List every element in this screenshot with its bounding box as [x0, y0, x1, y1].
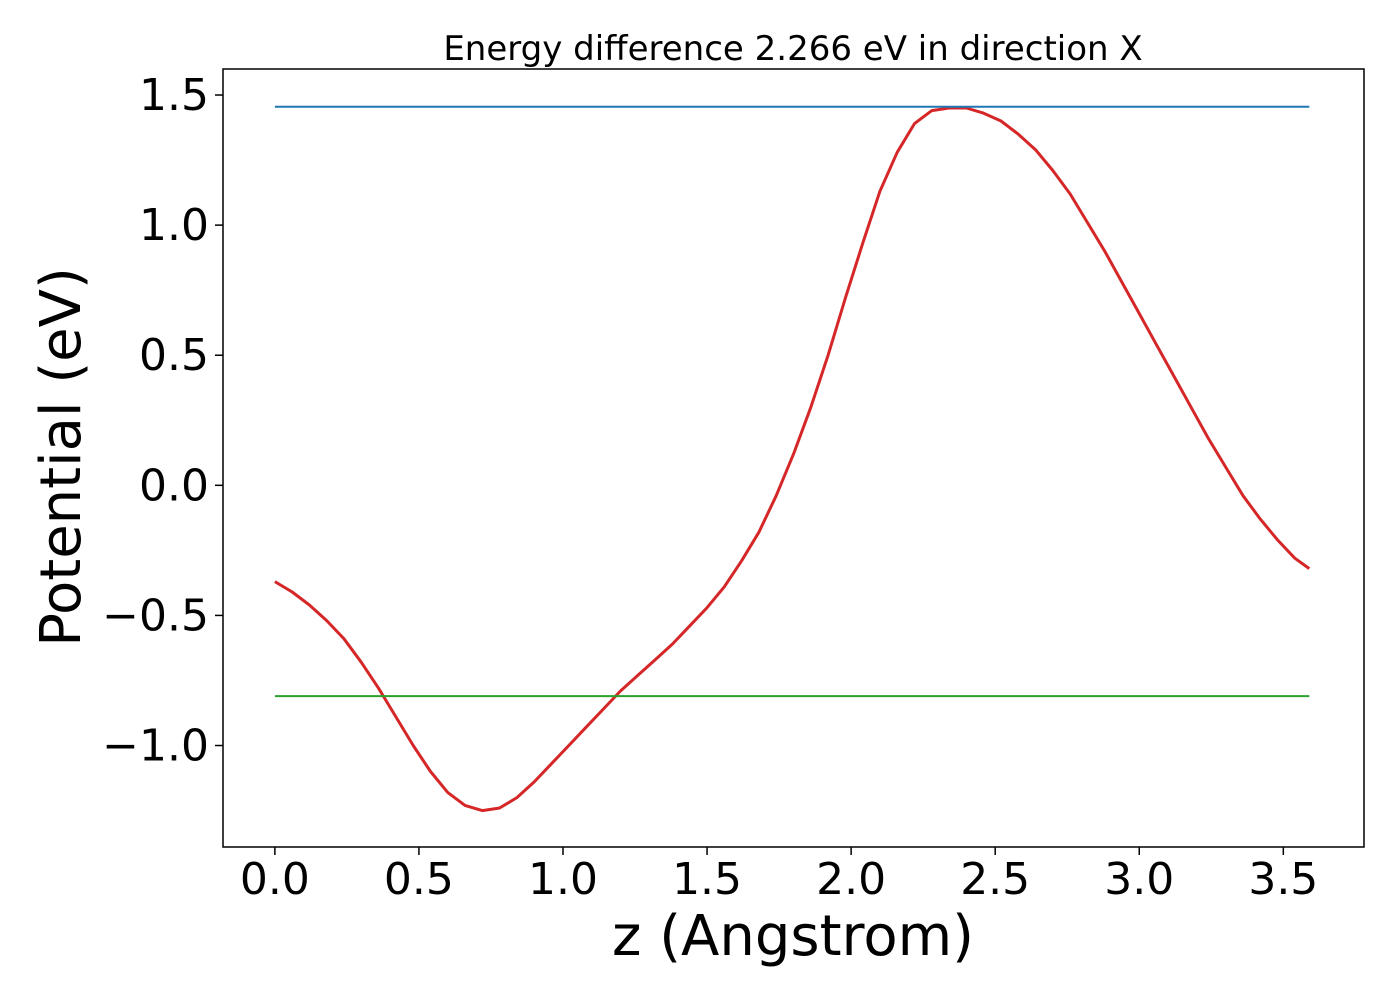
y-axis: −1.0 −0.5 0.0 0.5 1.0 1.5	[102, 70, 223, 772]
y-tick-label: 1.0	[139, 200, 209, 251]
series-line-0	[274, 106, 1311, 813]
x-tick-label: 1.0	[528, 854, 598, 905]
y-tick-label: 0.0	[139, 460, 209, 511]
x-tick-label: 0.5	[384, 854, 454, 905]
y-tick-label: −0.5	[102, 590, 209, 641]
x-axis: 0.0 0.5 1.0 1.5 2.0 2.5 3.0 3.5	[240, 847, 1318, 905]
y-tick-label: 1.5	[139, 70, 209, 121]
x-tick-label: 2.5	[960, 854, 1030, 905]
x-axis-label: z (Angstrom)	[612, 904, 974, 969]
x-tick-label: 3.0	[1104, 854, 1174, 905]
x-tick-label: 0.0	[240, 854, 310, 905]
x-tick-label: 2.0	[816, 854, 886, 905]
x-tick-label: 1.5	[672, 854, 742, 905]
y-tick-label: 0.5	[139, 330, 209, 381]
x-tick-label: 3.5	[1248, 854, 1318, 905]
y-tick-label: −1.0	[102, 721, 209, 772]
plot-frame	[222, 68, 1365, 848]
chart-title: Energy difference 2.266 eV in direction …	[443, 29, 1142, 69]
y-axis-label: Potential (eV)	[29, 267, 94, 647]
plot-area	[274, 105, 1311, 813]
